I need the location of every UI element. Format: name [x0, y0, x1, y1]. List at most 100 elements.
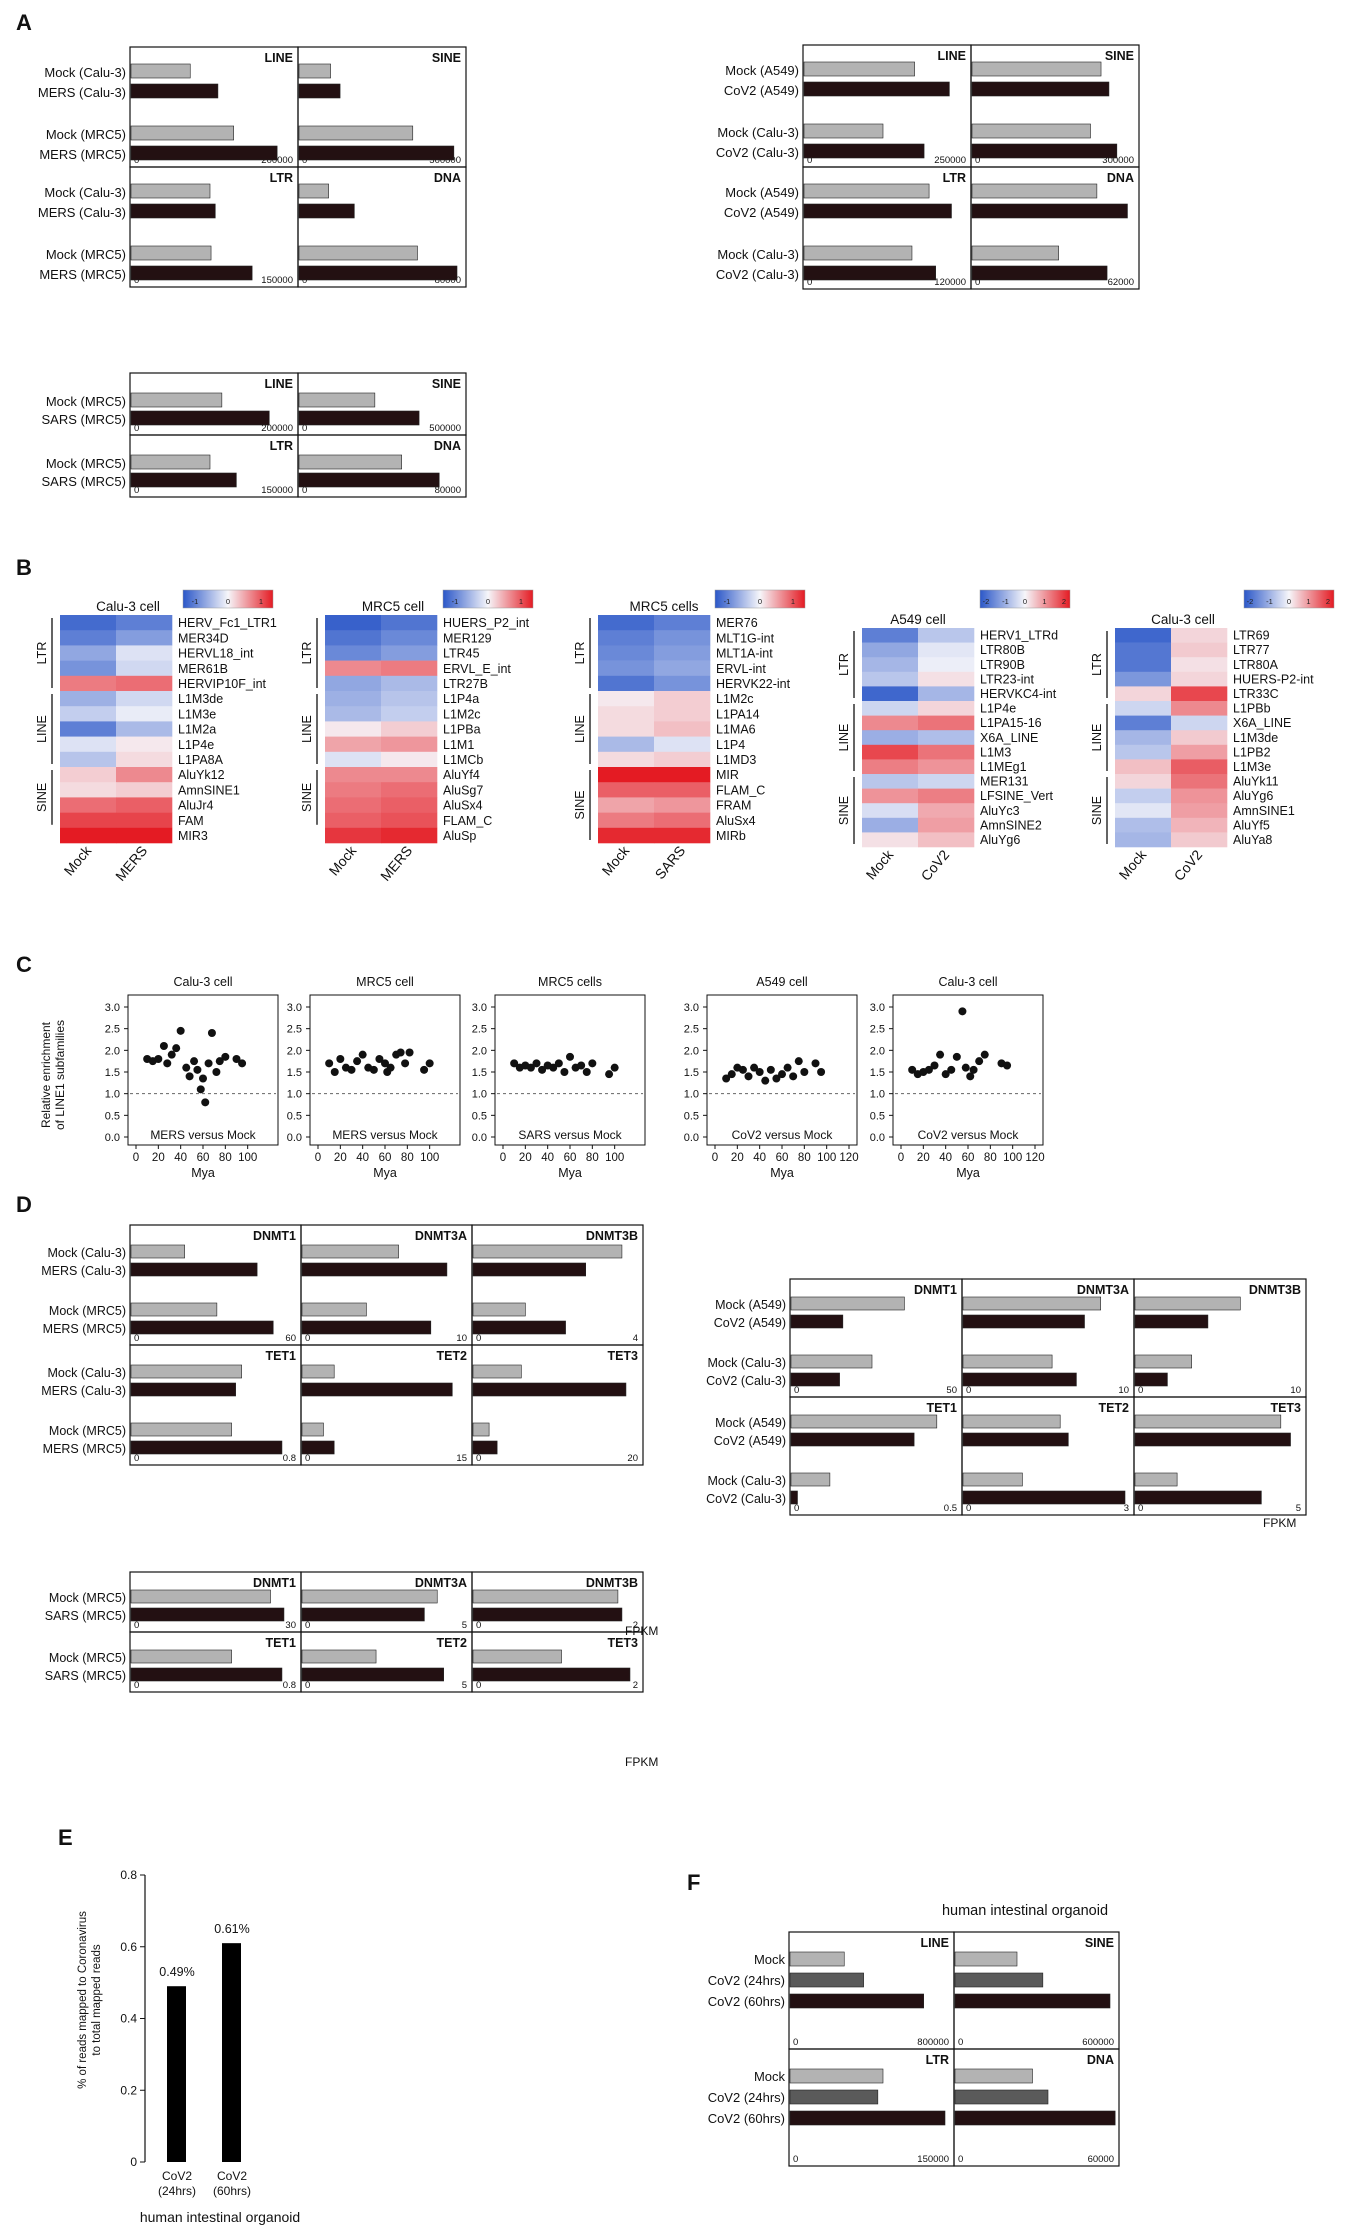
row-label: Mock: [754, 1952, 786, 1967]
axis-tick: 800000: [917, 2037, 949, 2048]
panel-letter: F: [687, 1870, 700, 1895]
axis-tick: 0: [134, 155, 139, 166]
heatmap-col-label: CoV2: [1171, 846, 1206, 883]
color-legend: [442, 589, 534, 609]
heatmap-row-label: LTR33C: [1233, 687, 1279, 701]
scatter-point: [154, 1055, 163, 1063]
row-label: Mock (MRC5): [49, 1591, 126, 1605]
category-label: (60hrs): [213, 2184, 251, 2198]
y-tick-label: 0.0: [870, 1132, 885, 1144]
heatmap-cell: [381, 660, 438, 677]
heatmap-cell: [60, 721, 117, 737]
heatmap-cell: [598, 827, 655, 844]
legend-tick: 0: [1023, 597, 1027, 606]
scatter-point: [215, 1057, 224, 1066]
x-tick-label: 40: [939, 1152, 952, 1164]
x-tick-label: 20: [152, 1152, 165, 1164]
heatmap-cell: [381, 706, 438, 722]
bar: [962, 1414, 1061, 1429]
bar: [130, 265, 253, 281]
heatmap-row-label: AmnSINE2: [980, 818, 1042, 832]
group-label: LINE: [1090, 724, 1104, 752]
row-label: CoV2 (60hrs): [708, 2111, 785, 2126]
panel-letter: B: [16, 555, 32, 580]
plot-title: MRC5 cells: [538, 975, 602, 989]
legend-tick: -2: [983, 597, 990, 606]
axis-tick: 120000: [934, 277, 966, 288]
scatter-point: [766, 1065, 775, 1074]
heatmap-cell: [598, 645, 655, 661]
bar: [790, 1472, 831, 1487]
bar: [971, 61, 1102, 77]
x-tick-label: 0: [712, 1152, 718, 1164]
axis-tick: 10: [1290, 1385, 1301, 1396]
group-label: LTR: [300, 642, 314, 665]
bar: [971, 143, 1118, 159]
plot-annotation: SARS versus Mock: [518, 1128, 622, 1142]
axis-tick: 0: [134, 1680, 139, 1691]
group-label: LINE: [573, 715, 587, 743]
bar: [130, 145, 278, 161]
row-label: Mock (MRC5): [49, 1304, 126, 1318]
heatmap-row-label: MER76: [716, 616, 758, 630]
axis-tick: 500000: [429, 155, 461, 166]
heatmap-row-label: MIRb: [716, 829, 746, 843]
bar: [130, 454, 211, 470]
heatmap-cell: [1115, 730, 1172, 746]
legend-tick: 2: [1062, 597, 1066, 606]
heatmap-row-label: MER131: [980, 775, 1029, 789]
y-tick-label: 3.0: [287, 1002, 302, 1014]
facet-title: SINE: [432, 377, 461, 391]
facet-title: DNMT3B: [1249, 1283, 1301, 1297]
facet-title: TET2: [436, 1349, 467, 1363]
axis-tick: 0: [302, 423, 307, 434]
data-label: 0.61%: [214, 1922, 249, 1936]
axis-tick: 150000: [917, 2154, 949, 2165]
heatmap-cell: [918, 730, 975, 746]
y-tick-label: 0.6: [120, 1940, 137, 1954]
bar: [954, 1993, 1111, 2009]
heatmap-cell: [1115, 686, 1172, 702]
x-tick-label: 40: [174, 1152, 187, 1164]
axis-tick: 80000: [435, 275, 461, 286]
heatmap-cell: [918, 701, 975, 716]
plot-title: A549 cell: [756, 975, 807, 989]
group-label: SINE: [35, 783, 49, 812]
y-tick-label: 1.5: [472, 1067, 487, 1079]
x-tick-label: 60: [564, 1152, 577, 1164]
scatter-point: [961, 1063, 970, 1072]
row-label: Mock (Calu-3): [48, 1246, 127, 1260]
axis-tick: 0: [966, 1385, 971, 1396]
scatter-point: [381, 1059, 389, 1068]
scatter-point: [193, 1065, 202, 1074]
bar: [130, 245, 212, 261]
scatter-point: [610, 1063, 619, 1072]
heatmap-cell: [654, 812, 711, 829]
row-label: Mock (MRC5): [46, 247, 126, 262]
facet-frame: [953, 2048, 1120, 2167]
scatter-point: [969, 1065, 978, 1074]
heatmap-row-label: AluYf4: [443, 768, 480, 782]
heatmap-col-label: Mock: [61, 842, 95, 879]
legend-tick: 0: [758, 597, 762, 606]
y-tick-label: 2.0: [472, 1045, 487, 1057]
facet-title: DNA: [1087, 2053, 1114, 2067]
axis-tick: 0: [134, 423, 139, 434]
heatmap-cell: [116, 660, 173, 677]
facet-title: DNA: [434, 439, 461, 453]
heatmap-cell: [598, 675, 655, 692]
x-tick-label: 0: [898, 1152, 904, 1164]
x-tick-label: 60: [776, 1152, 789, 1164]
heatmap-row-label: FRAM: [716, 799, 751, 813]
facet-title: SINE: [432, 51, 461, 65]
heatmap-row-label: L1M2a: [178, 723, 216, 737]
heatmap-cell: [1171, 832, 1228, 848]
axis-tick: 0: [793, 2154, 798, 2165]
heatmap-cell: [381, 615, 438, 631]
scatter-point: [538, 1065, 547, 1074]
row-label: Mock (Calu-3): [717, 125, 799, 140]
y-tick-label: 2.5: [287, 1024, 302, 1036]
bar: [298, 145, 455, 161]
y-tick-label: 1.0: [684, 1089, 699, 1101]
